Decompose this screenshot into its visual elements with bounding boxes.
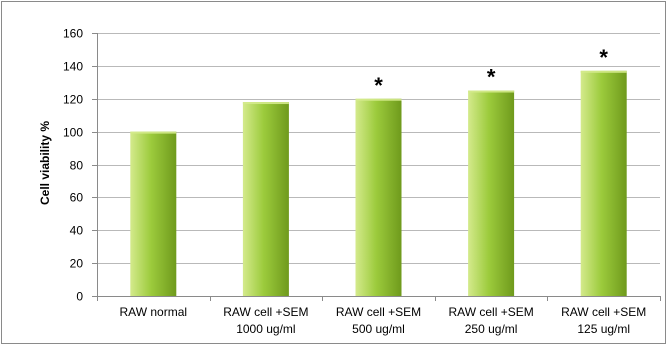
bar-top [130,131,177,134]
bar-top [242,102,289,105]
axes [92,33,661,301]
significance-marker: * [599,45,608,70]
x-tick-label: RAW normal [120,305,188,319]
bar [468,90,515,296]
bar [355,98,402,296]
significance-marker: * [374,73,383,98]
x-tick-label: RAW cell +SEM 250 ug/ml [448,305,533,336]
y-tick-label: 0 [76,290,83,304]
y-tick-label: 120 [63,93,83,107]
y-tick-label: 40 [70,224,84,238]
y-tick-label: 160 [63,27,83,41]
bars [130,70,627,297]
x-tick-label: RAW cell +SEM 125 ug/ml [561,305,646,336]
y-tick-label: 100 [63,126,83,140]
y-tick-label: 140 [63,60,83,74]
bar [242,102,289,296]
y-tick-label: 60 [70,191,84,205]
bar-top [580,70,627,73]
y-tick-label: 80 [70,159,84,173]
bar [130,131,177,296]
significance-marker: * [487,65,496,90]
bar [580,70,627,297]
bar-top [355,98,402,101]
bar-top [468,90,515,93]
x-tick-label: RAW cell +SEM 1000 ug/ml [223,305,308,336]
y-tick-label: 20 [70,257,84,271]
x-tick-label: RAW cell +SEM 500 ug/ml [336,305,421,336]
labels: 0 20 40 60 80 100 120 140 160 RAW normal RAW cell … [63,27,646,337]
y-axis-title: Cell viability % [38,121,52,205]
